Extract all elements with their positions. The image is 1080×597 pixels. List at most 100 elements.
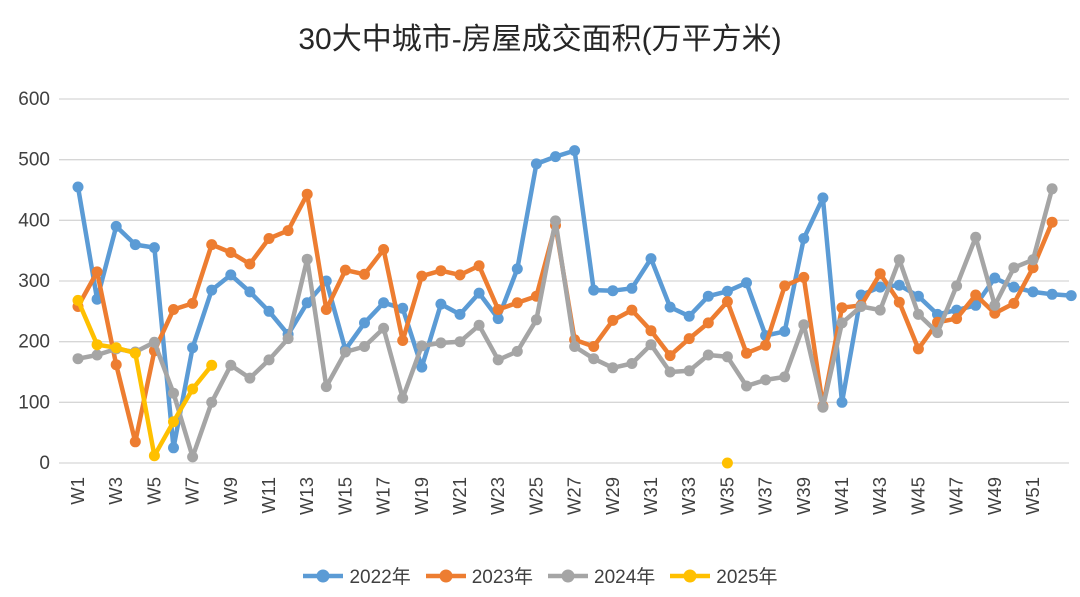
y-tick-label: 600 [18,89,50,110]
data-point [91,339,103,351]
data-point [511,297,523,309]
x-tick-label: W37 [755,477,776,515]
data-point [893,279,905,291]
data-point [397,392,409,404]
data-point [473,319,485,331]
data-point [702,349,714,361]
x-tick-label: W15 [334,477,355,515]
data-point [569,145,581,157]
data-point [320,304,332,315]
data-point [129,436,141,448]
data-point [530,158,542,170]
y-axis-tick-labels: 0 100 200 300 400 500 600 [18,89,50,474]
data-point [550,215,561,227]
data-point [435,298,447,310]
data-point [492,313,504,325]
data-point [1046,183,1058,195]
data-point [110,342,122,354]
x-tick-label: W31 [640,477,661,515]
legend-label: 2023年 [471,567,533,588]
data-point [187,297,199,309]
data-point [664,350,676,362]
data-point [129,239,141,251]
data-point [435,337,447,349]
legend-swatch [670,569,711,582]
data-point [817,401,829,413]
x-tick-label: W19 [411,477,432,515]
data-point [416,270,428,282]
data-point [454,269,466,281]
data-point [607,314,619,326]
data-point [263,233,275,244]
data-point [168,387,179,399]
data-point [588,353,600,365]
data-point [798,233,810,244]
data-point [187,451,199,463]
data-point [893,254,905,266]
data-point [511,263,523,275]
data-point [282,225,294,237]
data-point [874,304,886,316]
data-point [626,358,638,369]
x-tick-label: W47 [946,477,967,515]
data-point [702,317,714,329]
data-point [989,307,1001,319]
x-tick-label: W23 [487,477,508,515]
data-point [168,416,179,428]
gridlines [59,98,1069,464]
y-tick-label: 200 [18,332,50,353]
data-point [912,290,924,302]
data-point [1046,216,1058,228]
data-point [359,317,370,329]
series-line [75,191,1055,445]
data-point [206,239,218,251]
data-point [626,282,638,294]
data-point [492,354,504,366]
data-point [263,305,275,317]
data-point [741,347,752,359]
data-point [798,271,810,283]
data-point [339,346,351,358]
data-point [836,317,848,329]
data-point [760,374,772,386]
data-point [1008,262,1020,274]
data-point [855,301,867,312]
series-2024年 [72,183,1058,463]
x-tick-label: W27 [564,477,585,515]
series-2022年 [72,145,1077,454]
data-point [473,260,485,272]
data-point [550,151,561,163]
data-point [721,296,733,308]
x-tick-label: W51 [1022,477,1043,515]
data-point [779,371,791,383]
data-point [970,231,982,243]
data-point [912,343,924,355]
data-point [339,264,351,276]
legend-item-2025年: 2025年 [669,562,778,589]
data-point [817,192,829,204]
data-point [110,359,122,371]
data-point [301,253,313,265]
legend-item-2024年: 2024年 [547,562,655,589]
data-point [569,341,581,352]
data-point [301,188,313,200]
data-point [72,181,84,193]
legend-swatch [548,569,588,582]
x-tick-label: W35 [716,477,737,515]
data-point [225,269,237,281]
data-point [721,285,733,297]
data-point [397,302,409,314]
x-tick-label: W45 [907,477,928,515]
data-point [912,308,924,320]
y-tick-label: 300 [18,271,50,292]
x-tick-label: W41 [831,477,852,515]
legend-swatch [425,569,466,582]
x-tick-label: W11 [258,477,279,514]
x-tick-label: W9 [220,477,241,505]
chart-title: 30大中城市-房屋成交面积(万平方米) [298,23,782,56]
data-point [970,299,982,311]
legend-swatch [303,569,344,582]
data-point [454,336,466,348]
data-point [893,296,905,308]
